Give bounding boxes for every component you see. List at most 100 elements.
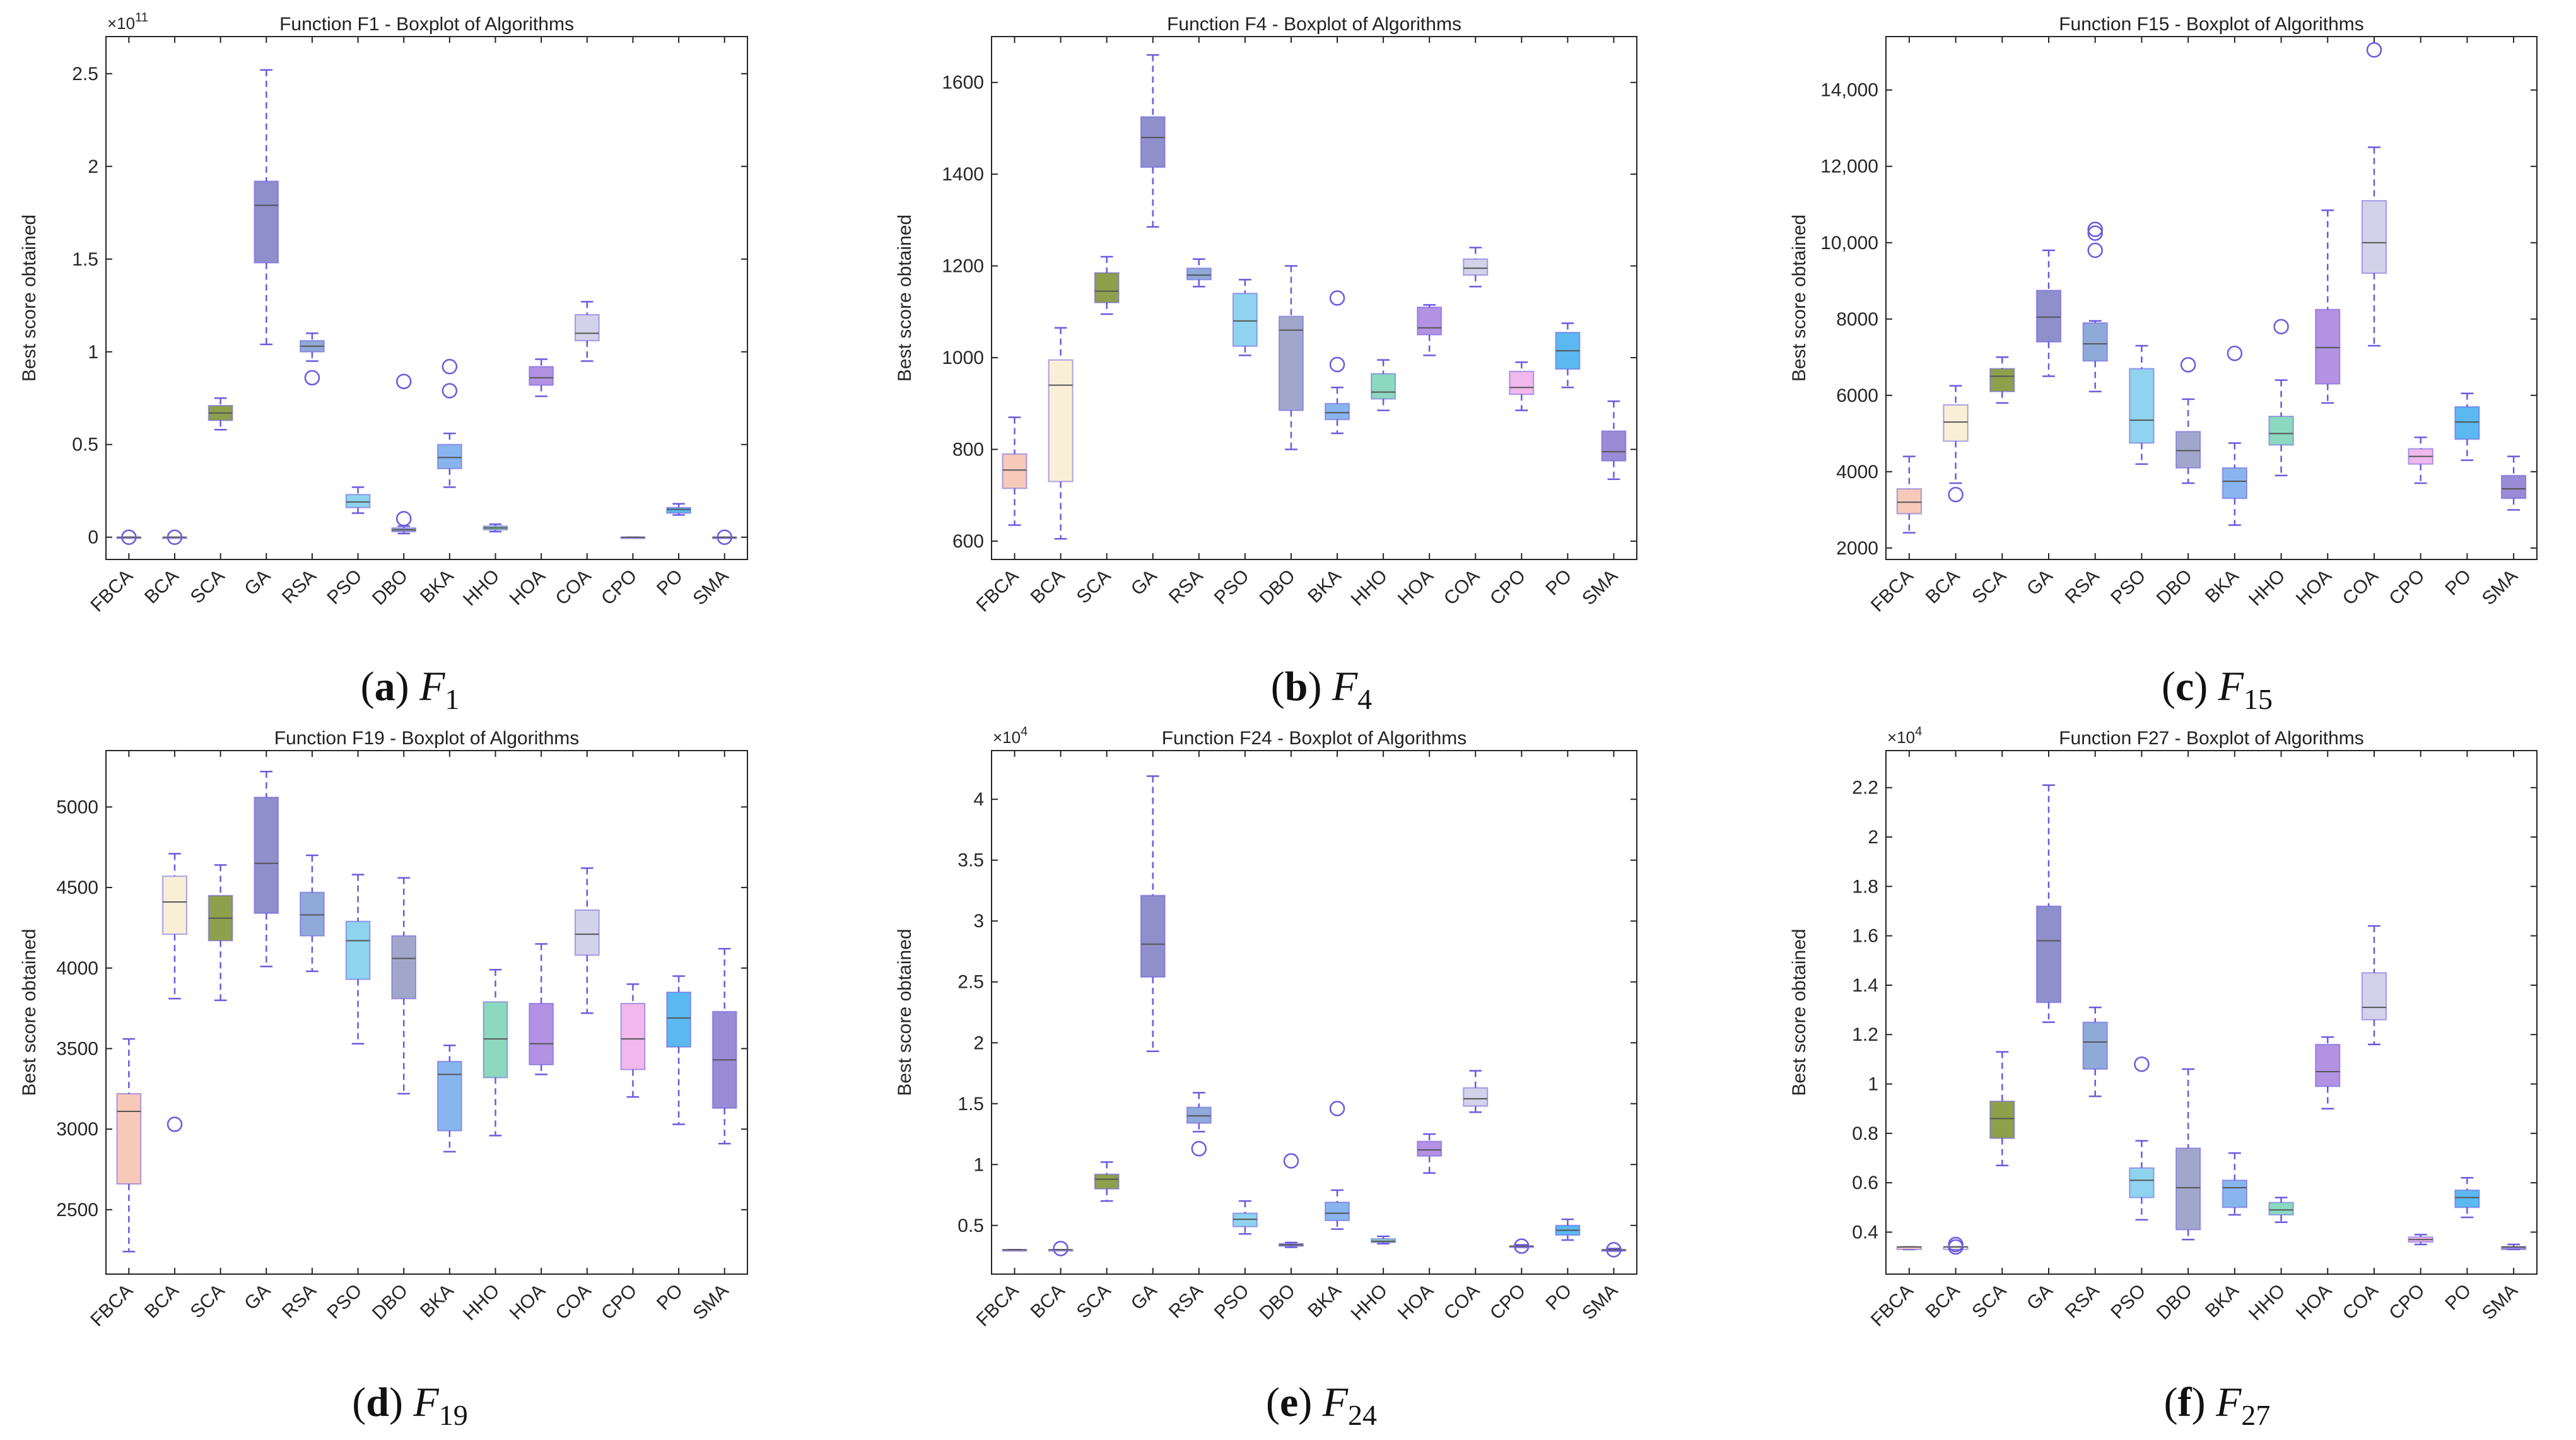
y-tick-label: 1400 — [942, 164, 984, 185]
x-tick-label: PO — [653, 566, 687, 600]
x-tick-label: FBCA — [973, 566, 1023, 616]
x-tick-label: SCA — [1968, 566, 2010, 608]
x-tick-label: SCA — [1073, 566, 1115, 608]
y-axis-label: Best score obtained — [19, 928, 40, 1096]
x-tick-label: HOA — [1394, 566, 1437, 609]
x-tick-label: RSA — [2061, 566, 2104, 608]
box-dbo: DBO — [1256, 751, 1304, 1324]
chart-title: Function F4 - Boxplot of Algorithms — [1167, 14, 1461, 35]
iqr-box — [2315, 308, 2341, 385]
iqr-box — [1048, 359, 1074, 483]
chart-title: Function F24 - Boxplot of Algorithms — [1162, 728, 1467, 749]
iqr-box — [1417, 1140, 1443, 1157]
box-sca: SCA — [1073, 37, 1120, 608]
y-tick-label: 1000 — [942, 348, 984, 368]
iqr-box — [2268, 1202, 2294, 1216]
box-cpo: CPO — [597, 751, 646, 1324]
x-tick-label: FBCA — [973, 1280, 1023, 1331]
iqr-box — [2082, 322, 2108, 362]
box-sma: SMA — [1578, 37, 1627, 609]
x-tick-label: DBO — [368, 1280, 412, 1324]
box-bca: BCA — [141, 37, 187, 608]
chart-title: Function F27 - Boxplot of Algorithms — [2059, 728, 2364, 749]
subfigure-caption: (c) F15 — [2162, 664, 2273, 715]
iqr-box — [254, 797, 279, 914]
x-tick-label: HOA — [1394, 1280, 1437, 1324]
box-dbo: DBO — [2153, 37, 2201, 609]
box-bka: BKA — [1304, 37, 1350, 607]
outlier-point — [1329, 356, 1345, 373]
boxplot-panel-1: 0 0.5 1 1.5 2 2.5 ×1011 Function F1 - Boxplot o… — [19, 11, 748, 715]
x-tick-label: BKA — [1304, 566, 1345, 607]
iqr-box — [2175, 1147, 2201, 1231]
iqr-box — [1278, 315, 1304, 411]
y-tick-label: 2 — [1868, 827, 1878, 848]
box-po: PO — [2441, 37, 2480, 600]
outlier-point — [2180, 357, 2196, 373]
iqr-box — [2315, 1043, 2341, 1087]
x-tick-label: FBCA — [86, 1280, 137, 1331]
iqr-box — [1325, 1202, 1350, 1222]
y-tick-label: 0.5 — [72, 435, 98, 455]
outlier-point — [395, 511, 412, 527]
x-tick-label: BCA — [1922, 566, 1964, 608]
y-tick-label: 0.4 — [1852, 1222, 1878, 1243]
subfigure-caption: (f) F27 — [2164, 1379, 2271, 1431]
y-axis-label: Best score obtained — [894, 928, 915, 1096]
iqr-box — [1601, 430, 1627, 462]
x-tick-label: PSO — [323, 1280, 366, 1323]
x-tick-label: BCA — [141, 566, 183, 608]
box-dbo: DBO — [368, 751, 417, 1324]
iqr-box — [1509, 370, 1535, 395]
chart-title: Function F19 - Boxplot of Algorithms — [274, 728, 580, 749]
iqr-box — [2268, 416, 2294, 446]
x-tick-label: SCA — [1968, 1280, 2010, 1323]
x-tick-label: CPO — [1486, 1280, 1530, 1324]
box-hho: HHO — [2245, 37, 2294, 610]
y-tick-label: 1.5 — [72, 249, 98, 270]
x-tick-label: PO — [1542, 566, 1576, 600]
box-cpo: CPO — [2385, 751, 2433, 1324]
y-tick-label: 14,000 — [1820, 80, 1878, 101]
y-tick-label: 800 — [952, 439, 984, 460]
x-tick-label: SMA — [1578, 566, 1622, 609]
x-tick-label: CPO — [1486, 566, 1530, 609]
box-hoa: HOA — [2292, 751, 2341, 1324]
box-coa: COA — [551, 751, 600, 1324]
y-tick-label: 3000 — [56, 1119, 98, 1140]
x-tick-label: FBCA — [1867, 1280, 1917, 1331]
plot-frame — [1885, 750, 2538, 1275]
x-tick-label: BCA — [141, 1280, 183, 1323]
y-tick-label: 1.8 — [1852, 876, 1878, 897]
x-tick-label: SMA — [1578, 1280, 1622, 1324]
iqr-box — [574, 909, 600, 956]
outlier-point — [304, 370, 320, 386]
outlier-point — [2087, 242, 2103, 259]
x-tick-label: HHO — [1347, 566, 1391, 610]
plot-frame — [1885, 36, 2538, 560]
x-tick-label: PO — [653, 1280, 687, 1314]
box-sca: SCA — [1968, 751, 2015, 1323]
x-tick-label: GA — [240, 1280, 274, 1314]
x-tick-label: PSO — [1210, 1280, 1253, 1323]
iqr-box — [666, 992, 691, 1048]
box-coa: COA — [1440, 751, 1489, 1324]
x-tick-label: HHO — [2245, 566, 2289, 610]
x-tick-label: RSA — [1165, 566, 1207, 608]
iqr-box — [436, 443, 462, 469]
iqr-box — [620, 1002, 646, 1070]
iqr-box — [1943, 404, 1969, 442]
x-tick-label: RSA — [278, 566, 320, 608]
x-tick-label: COA — [551, 566, 595, 609]
box-ga: GA — [2023, 751, 2062, 1314]
iqr-box — [1989, 368, 2015, 392]
x-tick-label: HHO — [2245, 1280, 2289, 1325]
x-tick-label: GA — [2023, 1280, 2057, 1314]
box-fbca: FBCA — [973, 37, 1027, 616]
x-tick-label: HHO — [459, 1280, 503, 1325]
box-po: PO — [1542, 37, 1581, 600]
box-bca: BCA — [1922, 37, 1969, 608]
box-bca: BCA — [1027, 37, 1074, 608]
x-tick-label: DBO — [2153, 566, 2196, 609]
y-tick-label: 1.5 — [957, 1094, 984, 1115]
